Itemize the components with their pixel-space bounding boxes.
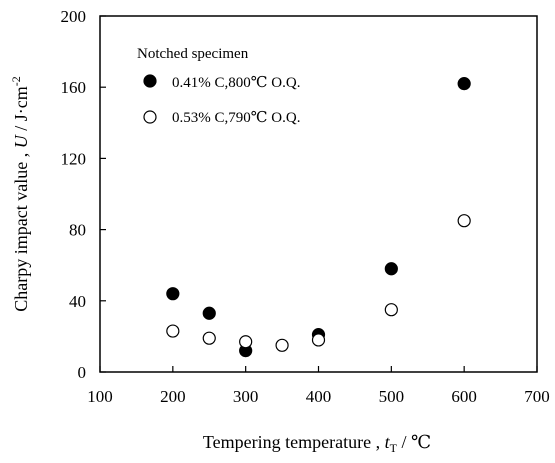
y-tick-label: 0 bbox=[78, 363, 87, 382]
y-tick-label: 120 bbox=[61, 149, 87, 168]
legend-label-series-1: 0.41% C,800℃ O.Q. bbox=[172, 75, 300, 91]
data-point-series-1 bbox=[166, 287, 180, 301]
y-tick-label: 80 bbox=[69, 221, 86, 240]
y-axis-title-symbol: U bbox=[11, 134, 31, 148]
x-axis-title-text: Tempering temperature , bbox=[203, 432, 385, 452]
data-point-series-2 bbox=[275, 338, 289, 352]
data-point-series-2 bbox=[202, 331, 216, 345]
data-point-series-2 bbox=[239, 335, 253, 349]
y-axis-title: Charpy impact value , U / J·cm-2 bbox=[9, 76, 31, 311]
legend-label-series-2: 0.53% C,790℃ O.Q. bbox=[172, 110, 300, 126]
x-tick-label: 100 bbox=[87, 387, 113, 406]
x-tick-label: 700 bbox=[524, 387, 550, 406]
x-tick-label: 200 bbox=[160, 387, 186, 406]
y-axis-title-text: Charpy impact value , bbox=[11, 148, 31, 311]
legend: Notched specimen 0.41% C,800℃ O.Q. 0.53%… bbox=[137, 46, 300, 126]
x-tick-label: 400 bbox=[306, 387, 332, 406]
legend-marker-series-1 bbox=[143, 74, 157, 88]
data-point-series-2 bbox=[457, 214, 471, 228]
data-point-series-1 bbox=[202, 306, 216, 320]
x-tick-label: 500 bbox=[379, 387, 405, 406]
x-tick-label: 300 bbox=[233, 387, 259, 406]
data-point-series-2 bbox=[166, 324, 180, 338]
x-axis-title-subscript: T bbox=[390, 441, 398, 455]
data-point-series-1 bbox=[457, 77, 471, 91]
y-axis-ticks: 0 40 80 120 160 200 bbox=[61, 7, 106, 382]
y-tick-label: 160 bbox=[61, 78, 87, 97]
x-axis-title-symbol: t bbox=[385, 432, 391, 452]
data-point-series-1 bbox=[384, 262, 398, 276]
data-points bbox=[166, 77, 471, 358]
y-tick-label: 40 bbox=[69, 292, 86, 311]
data-point-series-2 bbox=[384, 303, 398, 317]
legend-marker-series-2 bbox=[143, 110, 157, 124]
legend-title: Notched specimen bbox=[137, 46, 249, 62]
x-tick-label: 600 bbox=[451, 387, 477, 406]
x-axis-title: Tempering temperature , tT / ℃ bbox=[203, 432, 431, 455]
y-axis-title-superscript: -2 bbox=[9, 76, 23, 86]
data-point-series-2 bbox=[311, 333, 326, 347]
y-axis-title-unit: / J·cm bbox=[11, 86, 31, 135]
x-axis-ticks: 100 200 300 400 500 600 700 bbox=[87, 366, 550, 406]
x-axis-title-unit: / ℃ bbox=[397, 432, 431, 452]
plot-frame bbox=[99, 15, 538, 373]
y-tick-label: 200 bbox=[61, 7, 87, 26]
